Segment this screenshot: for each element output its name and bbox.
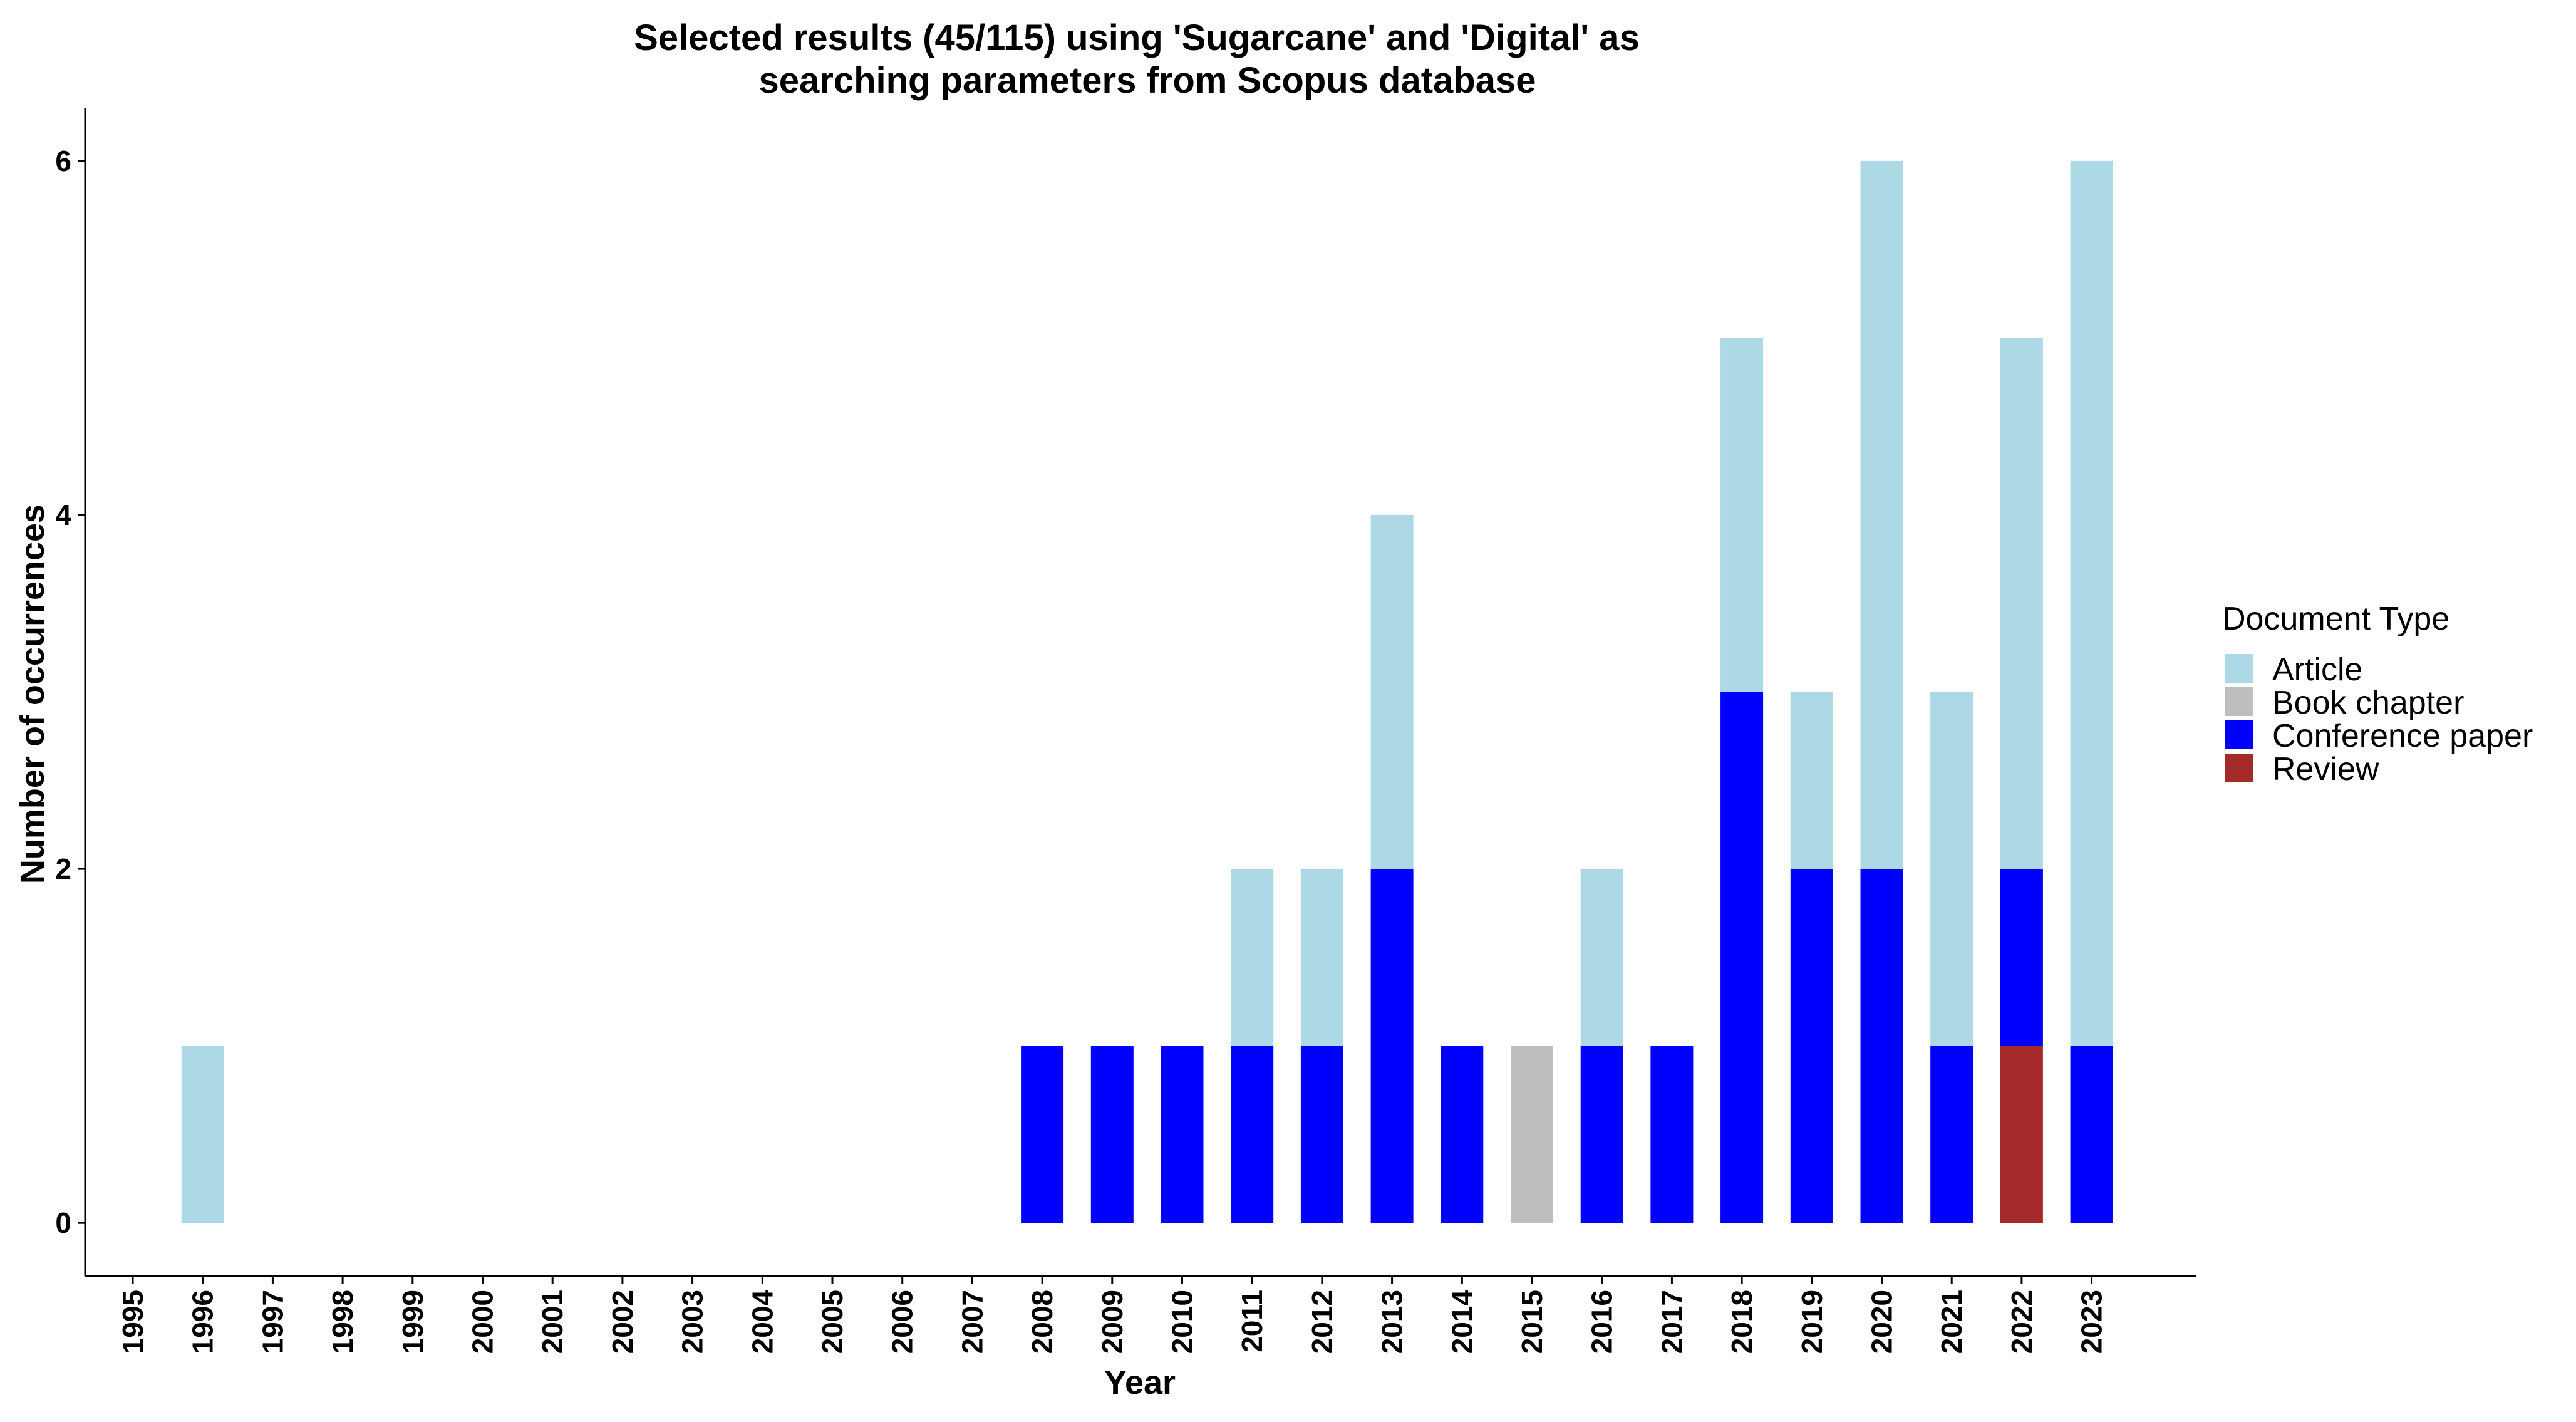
y-tick-label-0: 0 bbox=[55, 1207, 71, 1239]
x-tick-label-1998: 1998 bbox=[326, 1290, 359, 1354]
chart-title-line-1: Selected results (45/115) using 'Sugarca… bbox=[634, 18, 1640, 58]
bar-2021-article bbox=[1930, 692, 1973, 1046]
chart-title-line-2: searching parameters from Scopus databas… bbox=[758, 60, 1536, 101]
x-tick-label-2020: 2020 bbox=[1866, 1290, 1898, 1354]
x-tick-label-2008: 2008 bbox=[1026, 1290, 1058, 1354]
bar-2017-conference-paper bbox=[1650, 1046, 1694, 1223]
x-tick-label-2021: 2021 bbox=[1935, 1290, 1968, 1354]
legend-title: Document Type bbox=[2222, 601, 2449, 637]
x-tick-label-2017: 2017 bbox=[1655, 1290, 1688, 1354]
y-tick-label-6: 6 bbox=[55, 145, 71, 177]
legend-key-book-chapter bbox=[2225, 687, 2253, 716]
bar-2012-article bbox=[1300, 869, 1343, 1046]
x-tick-label-2016: 2016 bbox=[1586, 1290, 1618, 1354]
x-tick-label-1996: 1996 bbox=[187, 1290, 219, 1354]
x-tick-label-2015: 2015 bbox=[1516, 1290, 1548, 1354]
bar-2020-conference-paper bbox=[1860, 869, 1903, 1223]
x-tick-label-2019: 2019 bbox=[1796, 1290, 1828, 1354]
legend-label-book-chapter: Book chapter bbox=[2272, 685, 2464, 721]
x-tick-label-2000: 2000 bbox=[467, 1290, 499, 1354]
bar-2022-review bbox=[2000, 1046, 2043, 1223]
y-axis-title: Number of occurrences bbox=[14, 504, 51, 884]
legend-label-review: Review bbox=[2272, 751, 2379, 787]
x-tick-label-2023: 2023 bbox=[2076, 1290, 2108, 1354]
y-tick-label-4: 4 bbox=[55, 499, 71, 531]
bar-2010-conference-paper bbox=[1161, 1046, 1204, 1223]
x-tick-label-1995: 1995 bbox=[116, 1290, 149, 1354]
x-tick-label-2001: 2001 bbox=[536, 1290, 569, 1354]
bar-2009-conference-paper bbox=[1090, 1046, 1134, 1223]
bar-2021-conference-paper bbox=[1930, 1046, 1973, 1223]
bar-2008-conference-paper bbox=[1021, 1046, 1064, 1223]
bar-2011-article bbox=[1231, 869, 1274, 1046]
x-tick-label-1997: 1997 bbox=[256, 1290, 289, 1354]
legend-label-conference-paper: Conference paper bbox=[2272, 718, 2533, 754]
bar-2016-article bbox=[1580, 869, 1623, 1046]
bar-2013-conference-paper bbox=[1370, 869, 1414, 1223]
legend-key-conference-paper bbox=[2225, 720, 2253, 749]
bar-2022-article bbox=[2000, 338, 2043, 869]
bar-2013-article bbox=[1370, 514, 1414, 869]
x-tick-label-2012: 2012 bbox=[1306, 1290, 1338, 1354]
bar-2019-article bbox=[1790, 692, 1833, 869]
bar-2023-article bbox=[2070, 160, 2113, 1046]
bar-2019-conference-paper bbox=[1790, 869, 1833, 1223]
bar-1996-article bbox=[181, 1046, 224, 1223]
legend-key-article bbox=[2225, 654, 2253, 683]
x-tick-label-2005: 2005 bbox=[816, 1290, 849, 1354]
x-tick-label-2018: 2018 bbox=[1725, 1290, 1758, 1354]
x-tick-label-2003: 2003 bbox=[676, 1290, 709, 1354]
x-tick-label-2006: 2006 bbox=[886, 1290, 919, 1354]
bar-2023-conference-paper bbox=[2070, 1046, 2113, 1223]
chart-title: Selected results (45/115) using 'Sugarca… bbox=[634, 18, 1640, 101]
bar-2012-conference-paper bbox=[1300, 1046, 1343, 1223]
x-axis-title: Year bbox=[1104, 1364, 1176, 1401]
bar-2015-book-chapter bbox=[1511, 1046, 1553, 1223]
axes bbox=[84, 108, 2196, 1277]
x-tick-label-1999: 1999 bbox=[396, 1290, 429, 1354]
bars bbox=[181, 160, 2113, 1223]
bar-2011-conference-paper bbox=[1231, 1046, 1274, 1223]
x-tick-label-2011: 2011 bbox=[1236, 1290, 1268, 1352]
x-tick-label-2022: 2022 bbox=[2005, 1290, 2038, 1354]
x-tick-label-2009: 2009 bbox=[1096, 1290, 1129, 1354]
bar-2018-conference-paper bbox=[1720, 692, 1764, 1223]
x-axis-ticks: 1995 1996 1997 1998 1999 2000 2001 2002 2003 2004… bbox=[116, 1276, 2108, 1354]
bar-2014-conference-paper bbox=[1441, 1046, 1484, 1223]
y-tick-label-2: 2 bbox=[55, 853, 71, 885]
x-tick-label-2004: 2004 bbox=[746, 1290, 778, 1354]
x-tick-label-2014: 2014 bbox=[1446, 1290, 1478, 1354]
x-tick-label-2007: 2007 bbox=[956, 1290, 988, 1354]
x-tick-label-2010: 2010 bbox=[1166, 1290, 1199, 1354]
legend-key-review bbox=[2225, 754, 2253, 782]
bar-2022-conference-paper bbox=[2000, 869, 2043, 1046]
y-axis-ticks: 0 2 4 6 bbox=[55, 145, 85, 1239]
x-tick-label-2002: 2002 bbox=[606, 1290, 639, 1354]
x-tick-label-2013: 2013 bbox=[1376, 1290, 1409, 1354]
bar-2020-article bbox=[1860, 160, 1903, 869]
bar-2016-conference-paper bbox=[1580, 1046, 1623, 1223]
bar-2018-article bbox=[1720, 338, 1764, 692]
legend-label-article: Article bbox=[2272, 651, 2362, 688]
